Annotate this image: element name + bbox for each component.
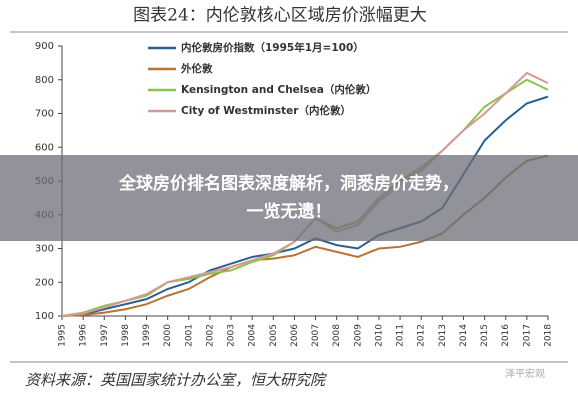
x-tick-label: 2008 — [332, 324, 342, 347]
y-tick-label: 100 — [35, 311, 54, 322]
banner: 全球房价排名图表深度解析，洞悉房价走势， 一览无遗！ — [0, 155, 578, 241]
source: 资料来源：英国国家统计办公室，恒大研究院 — [25, 371, 327, 389]
x-tick-label: 2017 — [522, 324, 532, 347]
x-tick-label: 2001 — [184, 324, 194, 347]
x-tick-label: 2015 — [480, 324, 490, 347]
y-tick-label: 300 — [35, 244, 54, 255]
x-tick-label: 2016 — [501, 324, 511, 347]
watermark: 泽平宏观 — [505, 367, 545, 380]
y-tick-label: 700 — [35, 109, 54, 120]
x-tick-label: 2007 — [311, 324, 321, 347]
x-tick-label: 2010 — [374, 324, 384, 347]
y-tick-label: 600 — [35, 142, 54, 153]
chart-title: 图表24：内伦敦核心区域房价涨幅更大 — [133, 6, 427, 26]
y-tick-label: 200 — [35, 277, 54, 288]
x-tick-label: 1999 — [142, 324, 152, 347]
x-tick-label: 2006 — [290, 324, 300, 347]
x-tick-label: 1998 — [121, 324, 131, 347]
legend-label: 外伦敦 — [180, 62, 213, 75]
legend-label: City of Westminster（内伦敦） — [181, 104, 351, 117]
x-tick-label: 2003 — [227, 324, 237, 347]
y-tick-label: 900 — [35, 41, 54, 52]
legend-label: 内伦敦房价指数（1995年1月=100） — [181, 41, 364, 54]
x-tick-label: 2009 — [353, 324, 363, 347]
x-tick-label: 2014 — [459, 324, 469, 347]
legend-label: Kensington and Chelsea（内伦敦） — [181, 83, 376, 96]
x-tick-label: 2005 — [269, 324, 279, 347]
x-tick-label: 2013 — [438, 324, 448, 347]
x-tick-label: 2018 — [544, 324, 554, 347]
banner-line: 一览无遗！ — [246, 202, 332, 222]
y-tick-label: 800 — [35, 75, 54, 86]
x-tick-label: 2004 — [248, 324, 258, 347]
x-tick-label: 2000 — [163, 324, 173, 347]
x-tick-label: 1996 — [79, 324, 89, 347]
x-tick-label: 1995 — [58, 324, 68, 347]
banner-line: 全球房价排名图表深度解析，洞悉房价走势， — [119, 174, 459, 194]
x-tick-label: 2012 — [417, 324, 427, 347]
x-tick-label: 2002 — [205, 324, 215, 347]
x-tick-label: 2011 — [396, 324, 406, 347]
x-tick-label: 1997 — [100, 324, 110, 347]
